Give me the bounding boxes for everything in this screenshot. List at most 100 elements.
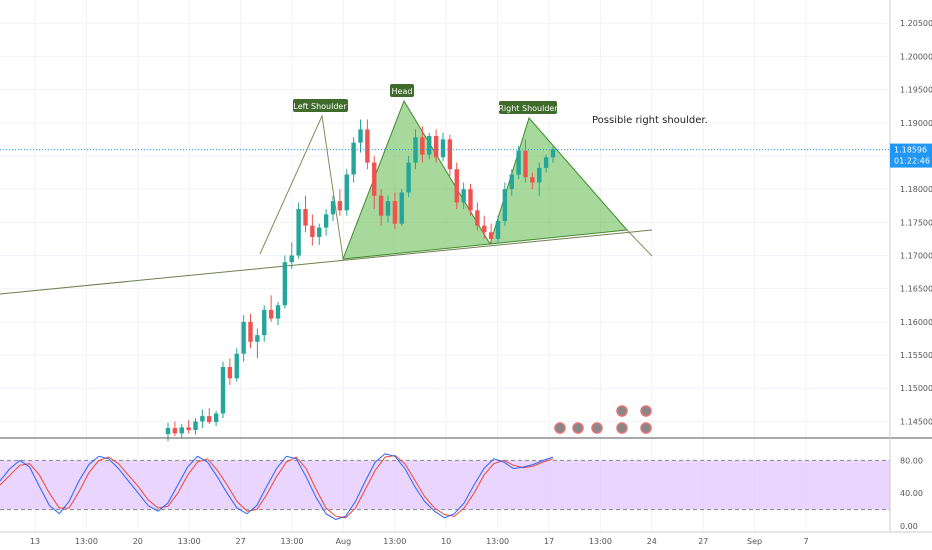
time-axis[interactable]: 13 13:00 20 13:00 27 13:00 Aug 13:00 10 13:00 17 13… (30, 537, 809, 546)
price-axis[interactable]: 1.205001.200001.195001.190001.185001.180… (900, 19, 932, 426)
candle-body (179, 427, 184, 434)
trendlines (0, 99, 653, 295)
price-tick-label: 1.16000 (900, 318, 932, 327)
price-tick-label: 1.17000 (900, 252, 932, 261)
time-tick-label: 10 (441, 537, 451, 546)
candle-body (523, 150, 528, 178)
svg-text:Right Shoulder: Right Shoulder (498, 104, 558, 113)
event-markers[interactable] (554, 405, 652, 434)
grid (0, 0, 890, 532)
candle-body (303, 209, 308, 226)
candle-body (296, 209, 301, 256)
candle-body (509, 174, 514, 190)
candle-body (468, 189, 473, 211)
event-flag-icon (616, 422, 628, 434)
price-tick-label: 1.14500 (900, 417, 932, 426)
candle-body (213, 413, 219, 423)
candle-body (385, 201, 391, 216)
candle-body (516, 150, 521, 175)
svg-text:Left Shoulder: Left Shoulder (293, 102, 347, 111)
candle-body (399, 192, 404, 224)
candle-body (427, 136, 432, 155)
projection-line (626, 229, 653, 257)
candle-body (461, 189, 466, 203)
candle-body (323, 214, 329, 228)
candle-body (392, 201, 398, 224)
head-pattern[interactable] (342, 99, 491, 260)
event-flag-icon (591, 422, 603, 434)
candle-body (543, 157, 549, 168)
candle-body (482, 225, 487, 233)
svg-text:01:22:46: 01:22:46 (894, 157, 930, 166)
possible-right-shoulder-note[interactable]: Possible right shoulder. (592, 115, 708, 126)
svg-text:1.18596: 1.18596 (894, 146, 927, 155)
stochastic-pane[interactable] (0, 453, 890, 520)
candle-body (241, 321, 246, 354)
candle-body (255, 335, 260, 342)
event-flag-icon (572, 422, 584, 434)
candle-body (530, 177, 535, 183)
price-tick-label: 1.17500 (900, 218, 932, 227)
stochastic-axis[interactable]: 80.00 40.00 0.00 (900, 456, 923, 531)
price-tick-label: 1.20500 (900, 19, 932, 28)
event-flag-icon (554, 422, 566, 434)
right-shoulder-pattern[interactable] (489, 116, 629, 245)
candle-body (330, 201, 336, 215)
candle-body (495, 220, 501, 239)
stochastic-tick-label: 0.00 (900, 522, 918, 531)
candle-body (275, 305, 281, 319)
candle-body (207, 416, 212, 423)
candle-body (310, 225, 315, 237)
candle-body (193, 421, 198, 431)
stochastic-d-line (0, 454, 554, 519)
candle-body (186, 427, 191, 431)
candle-body (378, 195, 384, 216)
candle-body (248, 321, 253, 342)
time-tick-label: 13:00 (280, 537, 303, 546)
candle-body (502, 189, 508, 221)
price-tick-label: 1.15500 (900, 351, 932, 360)
current-price-tag: 1.18596 01:22:46 (890, 143, 932, 168)
time-tick-label: 20 (133, 537, 143, 546)
stochastic-tick-label: 40.00 (900, 489, 923, 498)
candle-body (406, 162, 411, 193)
price-tick-label: 1.19000 (900, 119, 932, 128)
candles (165, 119, 556, 442)
candle-body (220, 366, 226, 414)
price-tick-label: 1.19500 (900, 86, 932, 95)
time-tick-label: 17 (544, 537, 554, 546)
candle-body (165, 428, 171, 435)
candle-body (234, 353, 239, 379)
candle-body (317, 227, 322, 237)
candle-body (200, 416, 205, 422)
time-tick-label: 13:00 (589, 537, 612, 546)
left-shoulder-label[interactable]: Left Shoulder (293, 99, 348, 112)
price-tick-label: 1.15000 (900, 384, 932, 393)
svg-text:Head: Head (392, 87, 413, 96)
head-label[interactable]: Head (390, 84, 414, 97)
time-tick-label: 24 (647, 537, 657, 546)
price-pane[interactable] (0, 99, 890, 442)
time-tick-label: 13 (30, 537, 40, 546)
candle-body (433, 136, 439, 158)
stochastic-tick-label: 80.00 (900, 456, 923, 465)
candle-body (420, 137, 425, 155)
candle-body (537, 167, 542, 183)
candle-body (488, 232, 494, 239)
event-flag-icon (640, 422, 652, 434)
left-shoulder-outline[interactable] (259, 114, 344, 259)
candle-body (447, 139, 453, 170)
candle-body (454, 169, 459, 203)
candle-body (475, 210, 480, 226)
time-tick-label: 27 (698, 537, 708, 546)
stochastic-band (0, 460, 890, 510)
candle-body (172, 428, 178, 434)
candle-body (337, 201, 343, 211)
right-shoulder-label[interactable]: Right Shoulder (498, 101, 558, 114)
price-tick-label: 1.20000 (900, 52, 932, 61)
candle-body (262, 309, 267, 336)
candle-body (358, 129, 363, 143)
time-tick-label: 27 (236, 537, 246, 546)
neckline[interactable] (0, 229, 653, 295)
